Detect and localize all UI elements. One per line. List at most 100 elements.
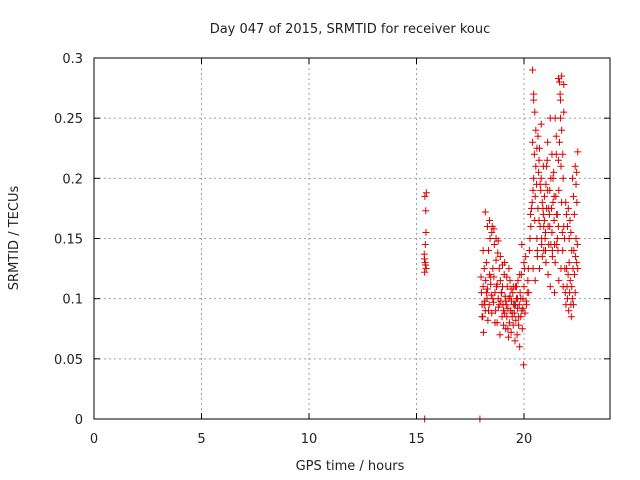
data-point (555, 277, 563, 285)
data-point (420, 250, 428, 258)
data-point (493, 280, 501, 288)
data-point (495, 265, 503, 273)
data-point (482, 277, 490, 285)
y-tick-label: 0.25 (54, 112, 83, 127)
data-point (532, 162, 540, 170)
data-point (505, 265, 513, 273)
data-point (545, 204, 553, 212)
data-point (484, 316, 492, 324)
data-point (539, 210, 547, 218)
data-point (563, 265, 571, 273)
data-point (502, 301, 510, 309)
data-point (508, 309, 516, 317)
x-axis-label: GPS time / hours (296, 459, 405, 474)
data-point (571, 271, 579, 279)
data-point (504, 325, 512, 333)
data-point (479, 283, 487, 291)
data-point (542, 259, 550, 267)
data-point (558, 126, 566, 134)
x-tick-label: 15 (408, 432, 425, 447)
data-point (422, 228, 430, 236)
data-point (544, 271, 552, 279)
data-point (491, 289, 499, 297)
data-point (530, 96, 538, 104)
data-point (533, 247, 541, 255)
data-point (541, 235, 549, 242)
data-point (514, 277, 522, 285)
data-point (487, 273, 495, 281)
data-point (569, 301, 577, 309)
data-point (534, 132, 542, 140)
data-point (520, 259, 528, 267)
data-point (524, 277, 532, 285)
data-point (536, 180, 544, 188)
x-axis-ticks: 0 5 10 15 20 (90, 58, 532, 447)
data-point (482, 289, 490, 297)
data-point (543, 156, 551, 164)
data-point (519, 304, 527, 312)
data-point (550, 168, 558, 176)
data-point (560, 80, 568, 88)
data-point (530, 90, 538, 98)
data-point (499, 261, 506, 269)
data-point (515, 313, 523, 321)
data-point (478, 313, 486, 321)
data-point (486, 235, 494, 242)
data-point (553, 241, 561, 249)
data-point (572, 253, 580, 261)
data-point (538, 241, 546, 249)
data-point (529, 66, 537, 74)
data-point (496, 253, 504, 261)
data-point (480, 265, 488, 273)
data-point (518, 241, 526, 249)
data-point (548, 150, 556, 158)
data-point (422, 265, 430, 273)
data-point (544, 138, 552, 146)
y-tick-label: 0 (75, 413, 83, 428)
data-point (525, 247, 533, 255)
y-axis-ticks: 0 0.05 0.1 0.15 0.2 0.25 0.3 (54, 52, 610, 428)
data-point (496, 277, 504, 285)
data-point (559, 247, 567, 255)
data-point (565, 235, 573, 242)
data-point (551, 289, 559, 297)
data-point (507, 328, 515, 336)
data-point (494, 249, 502, 257)
data-point (505, 333, 513, 341)
data-point (512, 316, 520, 324)
data-point (559, 174, 567, 182)
data-point (567, 228, 575, 236)
data-point (489, 298, 497, 306)
data-point (563, 222, 571, 230)
data-point (529, 186, 537, 194)
data-point (481, 208, 489, 216)
data-point (558, 228, 566, 236)
y-axis-label: SRMTID / TECUs (7, 186, 22, 291)
data-point (551, 114, 559, 122)
data-point (546, 283, 554, 291)
data-point (487, 280, 495, 288)
data-point (492, 307, 500, 315)
data-point (553, 235, 561, 242)
data-point (511, 301, 519, 309)
data-point (571, 289, 579, 297)
data-point (516, 343, 524, 351)
data-point (515, 321, 523, 329)
data-point (538, 198, 546, 206)
data-point (560, 108, 568, 116)
data-point (531, 277, 539, 285)
data-point (516, 289, 524, 297)
data-point (482, 259, 490, 267)
data-point (573, 259, 581, 267)
data-point (507, 285, 515, 293)
data-point (548, 228, 556, 236)
data-point (531, 108, 539, 116)
data-point (535, 168, 543, 176)
data-point (520, 361, 528, 369)
data-point (540, 192, 548, 200)
data-point (497, 289, 505, 297)
data-point (546, 222, 554, 230)
data-point (532, 126, 540, 134)
data-point (494, 237, 502, 245)
data-point (421, 268, 429, 276)
